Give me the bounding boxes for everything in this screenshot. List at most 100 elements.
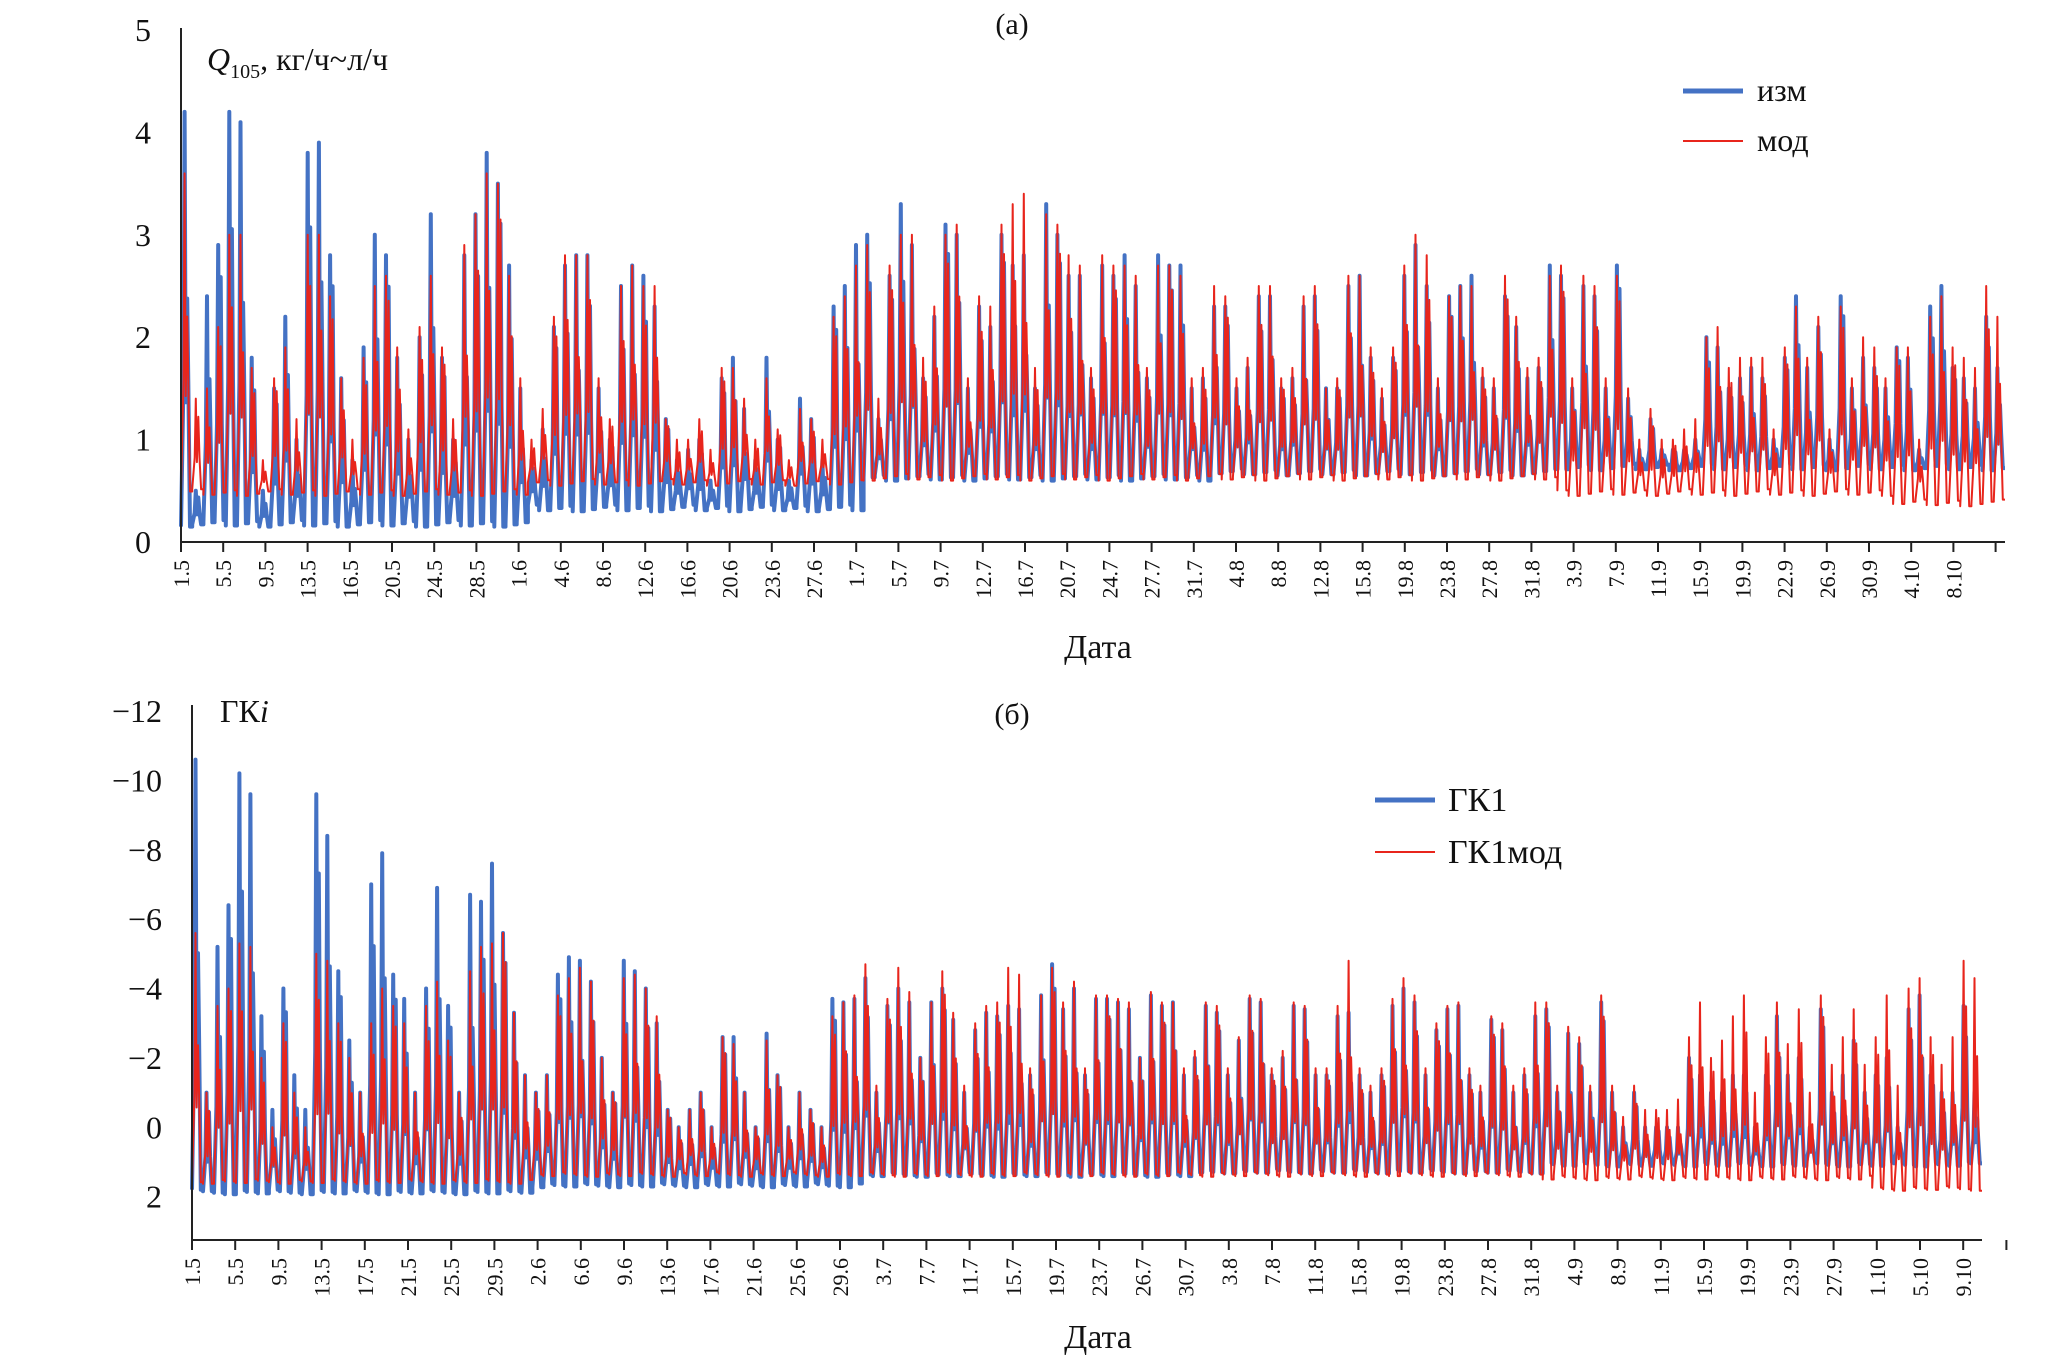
x-tick-label: 30.9 bbox=[1857, 560, 1882, 599]
x-tick-label: 11.8 bbox=[1303, 1258, 1328, 1296]
legend-label-mod: мод bbox=[1757, 122, 1809, 158]
panel-b-plot-area bbox=[190, 757, 1982, 1197]
x-tick-label: 3.7 bbox=[871, 1258, 896, 1286]
x-tick-label: 19.9 bbox=[1730, 560, 1755, 599]
x-tick-label: 31.7 bbox=[1182, 560, 1207, 599]
y-tick-label: 5 bbox=[135, 12, 151, 48]
x-tick-label: 8.9 bbox=[1606, 1258, 1631, 1286]
x-tick-label: 13.5 bbox=[296, 560, 321, 599]
series-line-model bbox=[180, 172, 2005, 508]
x-tick-label: 11.9 bbox=[1646, 560, 1671, 598]
y-tick-label: −8 bbox=[128, 832, 162, 868]
x-tick-label: 5.7 bbox=[886, 560, 911, 588]
panel-b-y-label-i: i bbox=[260, 693, 269, 729]
x-tick-label: 7.8 bbox=[1260, 1258, 1285, 1286]
panel-a-y-label: Q105, кг/ч~л/ч bbox=[207, 41, 388, 83]
x-tick-label: 11.9 bbox=[1649, 1258, 1674, 1296]
panel-b-x-label: Дата bbox=[1064, 1319, 1132, 1356]
x-tick-label: 4.8 bbox=[1224, 560, 1249, 588]
y-tick-label: −6 bbox=[128, 901, 162, 937]
x-tick-label: 15.7 bbox=[1001, 1258, 1026, 1297]
x-tick-label: 19.8 bbox=[1393, 560, 1418, 599]
x-tick-label: 3.8 bbox=[1217, 1258, 1242, 1286]
x-tick-label: 1.10 bbox=[1865, 1258, 1890, 1297]
x-tick-label: 29.6 bbox=[828, 1258, 853, 1297]
y-tick-label: −4 bbox=[128, 971, 162, 1007]
x-tick-label: 8.6 bbox=[591, 560, 616, 588]
panel-a: 0 1 2 3 4 5 1.5 5.5 9.5 13.5 16.5 20.5 24.5 28.5 1.6 4… bbox=[135, 8, 2005, 666]
y-tick-label: 4 bbox=[135, 114, 151, 150]
x-tick-label: 31.8 bbox=[1519, 1258, 1544, 1297]
x-tick-label: 9.10 bbox=[1951, 1258, 1976, 1297]
x-tick-label: 17.6 bbox=[698, 1258, 723, 1297]
x-tick-label: 5.5 bbox=[211, 560, 236, 588]
x-tick-label: 4.6 bbox=[549, 560, 574, 588]
x-tick-label: 12.7 bbox=[971, 560, 996, 599]
x-tick-label: 24.5 bbox=[422, 560, 447, 599]
x-tick-label: 16.5 bbox=[338, 560, 363, 599]
x-tick-label: 23.7 bbox=[1087, 1258, 1112, 1297]
x-tick-label: 25.5 bbox=[439, 1258, 464, 1297]
y-tick-label: 1 bbox=[135, 422, 151, 458]
y-tick-label: 3 bbox=[135, 217, 151, 253]
panel-a-plot-area bbox=[179, 109, 2005, 529]
panel-a-y-label-q: Q bbox=[207, 41, 230, 77]
x-tick-label: 1.6 bbox=[507, 560, 532, 588]
panel-a-y-label-sub: 105 bbox=[230, 61, 260, 83]
x-tick-label: 9.5 bbox=[253, 560, 278, 588]
x-tick-label: 21.6 bbox=[742, 1258, 767, 1297]
panel-a-y-label-units: , кг/ч~л/ч bbox=[260, 41, 388, 77]
x-tick-label: 4.10 bbox=[1899, 560, 1924, 599]
x-tick-label: 3.9 bbox=[1562, 560, 1587, 588]
x-tick-label: 6.6 bbox=[569, 1258, 594, 1286]
x-tick-label: 29.5 bbox=[482, 1258, 507, 1297]
x-tick-label: 17.5 bbox=[353, 1258, 378, 1297]
x-tick-label: 4.9 bbox=[1562, 1258, 1587, 1286]
x-tick-label: 30.7 bbox=[1174, 1258, 1199, 1297]
legend-label-gk1: ГК1 bbox=[1448, 782, 1507, 819]
x-tick-label: 11.7 bbox=[958, 1258, 983, 1296]
y-tick-label: 0 bbox=[146, 1109, 162, 1145]
x-tick-label: 7.9 bbox=[1604, 560, 1629, 588]
x-tick-label: 16.7 bbox=[1013, 560, 1038, 599]
x-tick-label: 23.6 bbox=[760, 560, 785, 599]
x-tick-label: 23.8 bbox=[1433, 1258, 1458, 1297]
x-tick-label: 1.5 bbox=[180, 1258, 205, 1286]
panel-a-x-label: Дата bbox=[1064, 629, 1132, 666]
x-tick-label: 15.8 bbox=[1346, 1258, 1371, 1297]
x-tick-label: 27.8 bbox=[1477, 560, 1502, 599]
series-line-model bbox=[191, 932, 1982, 1192]
y-tick-label: −2 bbox=[128, 1040, 162, 1076]
x-tick-label: 8.10 bbox=[1941, 560, 1966, 599]
x-tick-label: 27.6 bbox=[802, 560, 827, 599]
x-tick-label: 23.9 bbox=[1778, 1258, 1803, 1297]
x-tick-label: 1.5 bbox=[169, 560, 194, 588]
x-tick-label: 21.5 bbox=[396, 1258, 421, 1297]
x-tick-label: 27.8 bbox=[1476, 1258, 1501, 1297]
y-tick-label: −10 bbox=[112, 762, 162, 798]
x-tick-label: 27.9 bbox=[1822, 1258, 1847, 1297]
x-tick-label: 5.5 bbox=[223, 1258, 248, 1286]
x-tick-label: 9.7 bbox=[929, 560, 954, 588]
panel-a-legend: изм мод bbox=[1683, 72, 1809, 158]
x-tick-label: 5.10 bbox=[1908, 1258, 1933, 1297]
panel-a-title: (а) bbox=[995, 8, 1028, 41]
x-tick-label: 2.6 bbox=[526, 1258, 551, 1286]
x-tick-label: 22.9 bbox=[1773, 560, 1798, 599]
x-tick-label: 16.6 bbox=[675, 560, 700, 599]
x-tick-label: 20.6 bbox=[718, 560, 743, 599]
panel-b-y-label-main: ГК bbox=[220, 693, 261, 729]
y-tick-label: −12 bbox=[112, 693, 162, 729]
y-tick-label: 0 bbox=[135, 524, 151, 560]
y-tick-label: 2 bbox=[146, 1179, 162, 1215]
x-tick-label: 9.5 bbox=[266, 1258, 291, 1286]
x-tick-label: 13.5 bbox=[310, 1258, 335, 1297]
panel-b: −12 −10 −8 −6 −4 −2 0 2 1.5 5.5 9.5 13.5 17.5 21.5 25… bbox=[112, 693, 2008, 1356]
x-tick-label: 31.8 bbox=[1519, 560, 1544, 599]
y-tick-label: 2 bbox=[135, 319, 151, 355]
x-tick-label: 24.7 bbox=[1097, 560, 1122, 599]
x-tick-label: 28.5 bbox=[464, 560, 489, 599]
x-tick-label: 13.6 bbox=[655, 1258, 680, 1297]
x-tick-label: 7.7 bbox=[914, 1258, 939, 1286]
